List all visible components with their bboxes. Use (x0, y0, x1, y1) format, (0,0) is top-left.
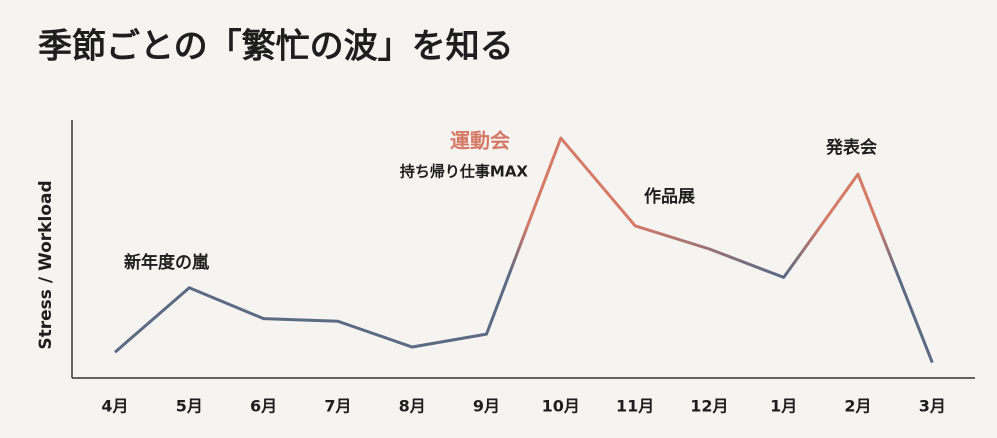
annotation: 作品展 (644, 186, 695, 207)
x-tick-label: 7月 (324, 397, 351, 416)
x-tick-label: 5月 (176, 397, 203, 416)
annotation: 発表会 (825, 137, 877, 158)
x-tick-label: 9月 (473, 397, 500, 416)
x-tick-label: 6月 (250, 397, 277, 416)
x-tick-label: 10月 (542, 397, 580, 416)
x-tick-label: 11月 (616, 397, 654, 416)
x-tick-label: 2月 (844, 397, 871, 416)
x-tick-label: 8月 (399, 397, 426, 416)
annotation-subtext: 持ち帰り仕事MAX (400, 163, 529, 181)
x-tick-label: 3月 (919, 397, 946, 416)
data-line (114, 136, 934, 364)
annotation: 新年度の嵐 (124, 252, 210, 273)
y-axis-label: Stress / Workload (36, 180, 56, 349)
annotation: 運動会 (450, 129, 510, 153)
x-tick-label: 1月 (770, 397, 797, 416)
chart-title: 季節ごとの「繁忙の波」を知る (38, 27, 514, 67)
x-tick-label: 4月 (101, 397, 128, 416)
x-tick-label: 12月 (690, 397, 728, 416)
